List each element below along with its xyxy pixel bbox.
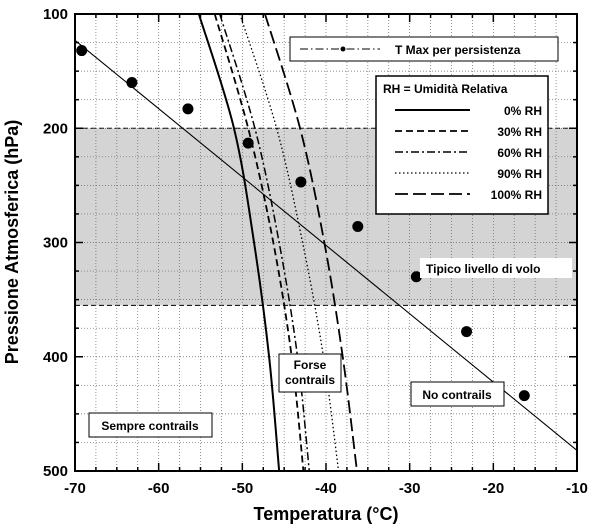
annotation-forse-contrails: Forse contrails (278, 353, 342, 393)
series-layer (197, 13, 358, 472)
persistence-point (295, 176, 307, 188)
rh-curve-4 (264, 13, 358, 472)
tick-layer: -70 -60 -50 -40 -30 -20 -10 100 200 300 400 500 (43, 6, 588, 497)
grid-layer (75, 14, 577, 471)
persistence-legend: T Max per persistenza (289, 36, 559, 62)
rh-legend-title: RH = Umidità Relativa (383, 82, 508, 96)
persistence-point (461, 326, 473, 338)
rh-legend-label: 30% RH (497, 125, 542, 139)
persistence-point (182, 103, 194, 115)
persistence-point (76, 45, 88, 57)
x-axis-label: Temperatura (°C) (254, 504, 399, 524)
rh-curve-1 (213, 13, 305, 472)
annotation-no-contrails: No contrails (410, 381, 505, 407)
y-axis-label: Pressione Atmosferica (hPa) (2, 120, 22, 364)
x-tick-label: -30 (399, 480, 421, 497)
annotation-sempre-contrails: Sempre contrails (88, 412, 213, 438)
y-tick-label: 400 (43, 349, 68, 366)
x-tick-label: -10 (566, 480, 588, 497)
persistence-point (410, 271, 422, 283)
rh-legend-label: 100% RH (491, 188, 542, 202)
y-tick-label: 500 (43, 463, 68, 480)
y-tick-label: 200 (43, 120, 68, 137)
rh-legend-label: 60% RH (497, 146, 542, 160)
x-tick-label: -40 (315, 480, 337, 497)
band-label: Tipico livello di volo (420, 258, 572, 278)
x-tick-label: -50 (231, 480, 253, 497)
annotation-no-text: No contrails (422, 388, 492, 402)
persistence-point (518, 390, 530, 402)
y-tick-label: 300 (43, 235, 68, 252)
rh-curve-2 (219, 13, 311, 472)
rh-curve-0 (197, 13, 281, 472)
persistence-legend-label: T Max per persistenza (395, 43, 521, 57)
x-tick-label: -70 (64, 480, 86, 497)
rh-legend-entries: 0% RH 30% RH 60% RH 90% RH 100% RH (395, 104, 542, 202)
x-tick-label: -20 (482, 480, 504, 497)
annotation-forse-text-1: Forse (294, 358, 327, 372)
persistence-point (352, 221, 364, 233)
rh-legend-label: 90% RH (497, 167, 542, 181)
y-tick-label: 100 (43, 6, 68, 23)
persistence-point (126, 77, 138, 89)
rh-legend-label: 0% RH (504, 104, 542, 118)
annotation-forse-text-2: contrails (285, 373, 335, 387)
rh-legend: RH = Umidità Relativa 0% RH 30% RH 60% RH 9… (375, 75, 549, 215)
persistence-legend-marker (340, 46, 346, 52)
x-tick-label: -60 (148, 480, 170, 497)
band-label-text: Tipico livello di volo (426, 262, 540, 276)
rh-curve-3 (239, 13, 340, 472)
persistence-point (242, 137, 254, 149)
annotation-sempre-text: Sempre contrails (101, 419, 199, 433)
